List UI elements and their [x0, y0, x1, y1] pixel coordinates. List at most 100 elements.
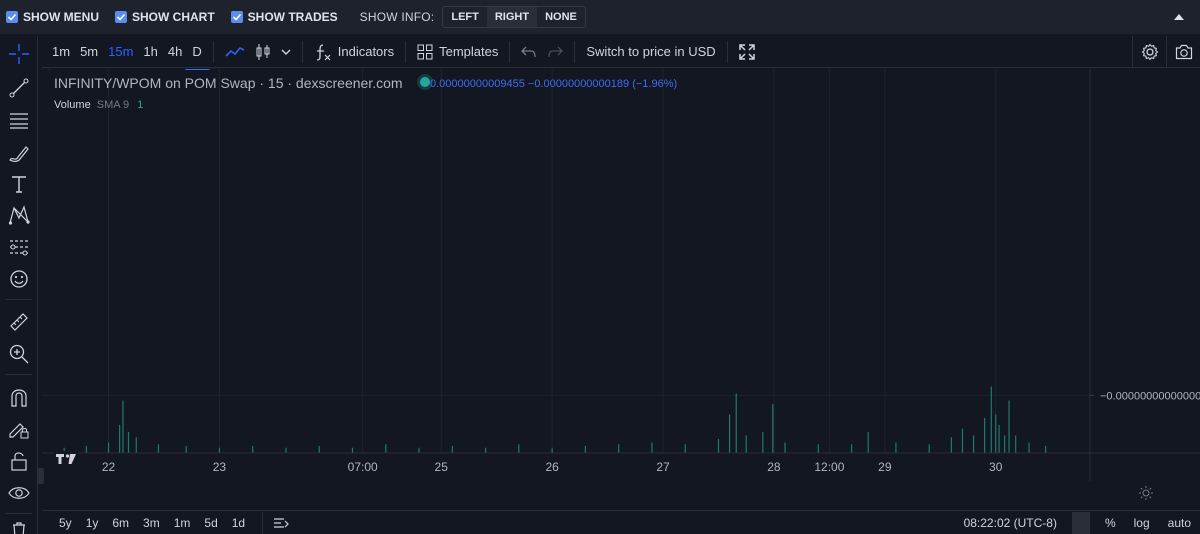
time-axis-label: 28 [767, 460, 781, 474]
snapshot-button[interactable] [1166, 36, 1200, 68]
range-5d[interactable]: 5d [204, 515, 218, 530]
timeframe-1h[interactable]: 1h [143, 44, 158, 59]
templates-label: Templates [439, 44, 499, 59]
text-tool[interactable] [7, 172, 31, 196]
zoom-in-tool[interactable] [7, 342, 31, 366]
show-menu-label: SHOW MENU [23, 10, 99, 24]
indicators-button[interactable]: Indicators [309, 43, 399, 61]
range-5y[interactable]: 5y [59, 515, 72, 530]
volume-bar [122, 400, 124, 453]
info-left-option[interactable]: LEFT [451, 11, 479, 23]
tradingview-logo-icon[interactable] [54, 451, 78, 467]
brush-tool[interactable] [7, 141, 31, 165]
volume-bar [728, 414, 731, 453]
prediction-tool[interactable] [7, 235, 31, 259]
prediction-icon [10, 240, 28, 256]
crosshair-tool[interactable] [7, 42, 31, 66]
fullscreen-button[interactable] [734, 43, 760, 60]
settings-button[interactable] [1132, 36, 1166, 68]
range-6m[interactable]: 6m [112, 515, 130, 530]
sun-settings-icon[interactable] [1138, 485, 1154, 501]
line-chart-type-button[interactable] [220, 45, 250, 59]
volume-sma-label: SMA 9 [96, 99, 130, 111]
emoji-tool[interactable] [7, 267, 31, 291]
volume-bar [745, 435, 747, 453]
switch-price-usd-button[interactable]: Switch to price in USD [586, 44, 716, 59]
volume-bar [735, 393, 737, 453]
timeframe-5m[interactable]: 5m [80, 44, 99, 59]
bottom-right-controls: 08:22:02 (UTC-8) % log auto [955, 511, 1200, 534]
range-1m[interactable]: 1m [173, 515, 191, 530]
lock-drawings-pencil-tool[interactable] [7, 417, 31, 441]
date-range-icon[interactable] [273, 516, 289, 530]
time-axis-label: 22 [102, 460, 116, 474]
range-3m[interactable]: 3m [143, 515, 160, 530]
volume-bar [867, 432, 869, 453]
timeframe-4h[interactable]: 4h [167, 44, 183, 59]
chart-canvas[interactable]: 0.000000000160000.000000000140000.000000… [42, 0, 1200, 481]
fib-retracement-tool[interactable] [7, 108, 31, 132]
checkbox-checked-icon [115, 11, 127, 23]
price-axis[interactable]: 0.000000000160000.000000000140000.000000… [1089, 6, 1200, 481]
candlestick-chart-type-button[interactable] [250, 43, 276, 61]
show-trades-checkbox[interactable]: SHOW TRADES [230, 10, 338, 24]
trend-line-tool[interactable] [7, 76, 31, 100]
candlestick-icon [256, 43, 270, 60]
timeframe-1m[interactable]: 1m [52, 44, 71, 59]
show-info-label: SHOW INFO: [359, 10, 435, 24]
volume-bar [551, 447, 553, 453]
timeframe-15m[interactable]: 15m [108, 44, 134, 59]
volume-bar [772, 404, 774, 453]
symbol-title[interactable]: INFINITY/WPOM on POM Swap · 15 · dexscre… [54, 75, 403, 91]
pattern-tool[interactable] [7, 203, 31, 227]
percent-scale-toggle[interactable]: % [1104, 516, 1116, 530]
measure-tool[interactable] [7, 310, 31, 334]
legend-price: 0.00000000009455 [430, 78, 525, 90]
price-chart[interactable]: 0.000000000160000.000000000140000.000000… [42, 0, 1200, 500]
magnet-tool[interactable] [7, 385, 31, 409]
range-1d[interactable]: 1d [231, 515, 246, 530]
drawing-toolbar-expand-handle[interactable] [38, 468, 44, 484]
volume-bar [817, 444, 819, 453]
chevron-up-icon[interactable] [1172, 10, 1186, 24]
price-axis-label: −0.00000000000000 [1100, 390, 1200, 402]
lock-all-drawings-tool[interactable] [7, 449, 31, 473]
show-chart-checkbox[interactable]: SHOW CHART [115, 10, 215, 24]
clock-time[interactable]: 08:22:02 (UTC-8) [963, 516, 1057, 530]
toolbar-divider [574, 40, 576, 63]
templates-button[interactable]: Templates [412, 44, 503, 60]
pencil-lock-icon [9, 423, 29, 439]
range-1y[interactable]: 1y [85, 515, 99, 530]
volume-bar [518, 444, 520, 453]
info-right-option[interactable]: RIGHT [486, 7, 538, 27]
eye-icon [8, 487, 30, 499]
volume-bar [998, 425, 1000, 453]
log-scale-toggle[interactable]: log [1133, 516, 1150, 530]
auto-scale-toggle[interactable]: auto [1167, 516, 1191, 530]
volume-label[interactable]: Volume [54, 99, 91, 111]
time-axis-label: 27 [656, 460, 670, 474]
volume-bar [584, 446, 587, 453]
brush-icon [9, 146, 29, 162]
hide-drawings-tool[interactable] [7, 481, 31, 505]
undo-button[interactable] [516, 45, 542, 59]
time-axis-label: 23 [213, 460, 227, 474]
volume-bar [484, 447, 487, 453]
toolbar-right-icons [1132, 36, 1200, 68]
redo-button[interactable] [542, 45, 568, 59]
trash-tool[interactable] [7, 518, 31, 534]
chart-type-dropdown[interactable] [276, 48, 296, 56]
show-menu-checkbox[interactable]: SHOW MENU [6, 10, 99, 24]
volume-bar [990, 386, 992, 453]
volume-bar [451, 446, 453, 453]
live-status-dot [420, 77, 431, 87]
volume-bar [684, 444, 686, 453]
timeframe-d[interactable]: D [192, 44, 202, 59]
time-axis[interactable]: 22 23 07:00 25 26 27 28 12:00 29 30 [42, 452, 1200, 474]
settings-bar: SHOW MENU SHOW CHART SHOW TRADES SHOW IN… [0, 0, 1200, 34]
info-none-option[interactable]: NONE [545, 11, 577, 23]
toolbar-divider [6, 513, 32, 514]
fullscreen-icon [738, 43, 755, 60]
volume-bar [185, 446, 187, 453]
trend-line-icon [9, 78, 29, 98]
